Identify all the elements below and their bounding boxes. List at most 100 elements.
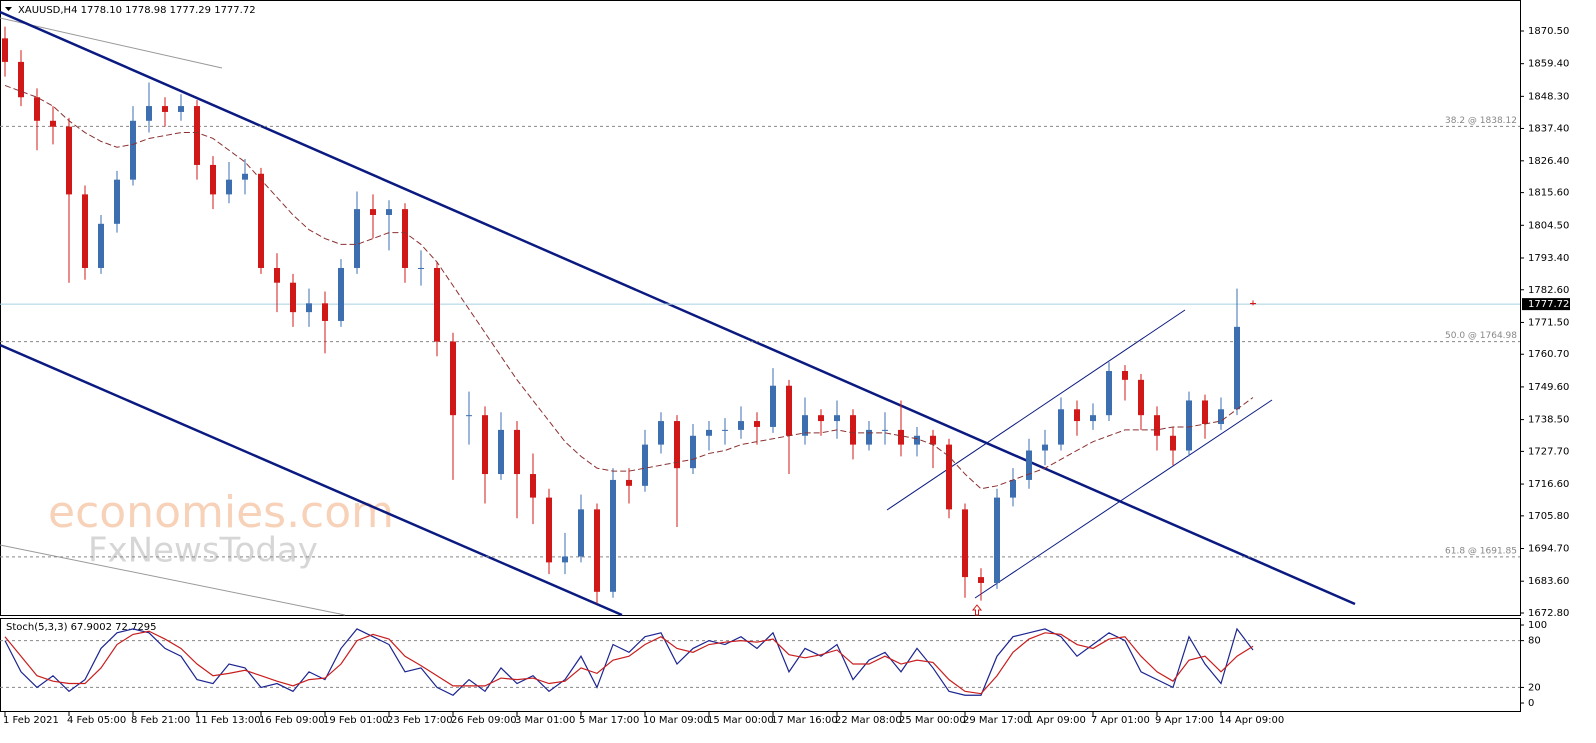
x-tick-label: 23 Feb 17:00 (387, 715, 453, 726)
x-tick-label: 17 Mar 16:00 (771, 715, 838, 726)
candle-body (722, 429, 728, 431)
candle-body (594, 509, 600, 592)
indicator-title: Stoch(5,3,3) 67.9002 72.7295 (6, 622, 157, 633)
y-tick-label: 80 (1528, 636, 1541, 647)
x-tick-label: 15 Mar 00:00 (707, 715, 774, 726)
candle-body (994, 497, 1000, 583)
y-tick-label: 1672.80 (1528, 608, 1569, 619)
fib-label: 61.8 @ 1691.85 (1445, 546, 1517, 556)
stoch-panel (0, 618, 1521, 712)
candle-body (546, 497, 552, 563)
y-tick-label: 1815.60 (1528, 188, 1569, 199)
candle-body (1250, 303, 1256, 305)
candle-body (706, 429, 712, 436)
candle-body (498, 429, 504, 475)
candle-body (418, 267, 424, 269)
candle-body (482, 415, 488, 475)
x-tick-label: 7 Apr 01:00 (1091, 715, 1150, 726)
candle-body (818, 415, 824, 422)
x-tick-label: 4 Feb 05:00 (67, 715, 126, 726)
fib-label: 50.0 @ 1764.98 (1445, 331, 1517, 341)
y-tick-label: 1804.50 (1528, 220, 1569, 231)
candle-body (770, 385, 776, 427)
main-panel (0, 0, 1521, 616)
y-tick-label: 1694.70 (1528, 544, 1569, 555)
channel-line (974, 399, 1273, 599)
x-tick-label: 22 Mar 08:00 (835, 715, 902, 726)
candle-body (514, 429, 520, 475)
menu-triangle (5, 7, 12, 11)
y-tick-label: 1837.40 (1528, 123, 1569, 134)
candle-body (82, 194, 88, 268)
y-tick-label: 20 (1528, 682, 1541, 693)
x-tick-label: 25 Mar 00:00 (899, 715, 966, 726)
candle-body (962, 509, 968, 578)
candle-body (530, 474, 536, 498)
y-tick-label: 1859.40 (1528, 59, 1569, 70)
candle-body (786, 385, 792, 436)
candle-body (1090, 415, 1096, 422)
trend-line (0, 544, 346, 616)
candle-body (674, 421, 680, 469)
candle-body (178, 106, 184, 112)
candle-body (562, 556, 568, 563)
candle-body (850, 415, 856, 445)
candle-body (946, 444, 952, 510)
candle-body (338, 267, 344, 321)
y-tick-label: 1760.70 (1528, 349, 1569, 360)
x-tick-label: 9 Apr 17:00 (1155, 715, 1214, 726)
y-tick-label: 1870.50 (1528, 26, 1569, 37)
channel-line (886, 309, 1186, 511)
candle-body (434, 267, 440, 342)
candle-body (642, 444, 648, 486)
candle-body (450, 341, 456, 416)
candle-body (66, 126, 72, 195)
x-tick-label: 29 Mar 17:00 (963, 715, 1030, 726)
candle-body (1122, 371, 1128, 380)
candle-body (258, 173, 264, 268)
x-tick-label: 26 Feb 09:00 (451, 715, 517, 726)
price-label: 1777.72 (1528, 299, 1569, 310)
candle-body (690, 435, 696, 469)
arrow-marker (971, 604, 983, 616)
candle-body (1170, 435, 1176, 451)
y-tick-label: 1771.50 (1528, 317, 1569, 328)
candle-body (1186, 400, 1192, 451)
candle-body (146, 106, 152, 121)
candle-body (1218, 409, 1224, 425)
candle-body (322, 303, 328, 321)
candle-body (882, 429, 888, 431)
candle-body (34, 97, 40, 121)
x-tick-label: 10 Mar 09:00 (643, 715, 710, 726)
trend-line (0, 17, 223, 69)
candle-body (930, 435, 936, 445)
candle-body (578, 509, 584, 557)
candle-body (210, 164, 216, 195)
x-tick-label: 5 Mar 17:00 (579, 715, 639, 726)
candle-body (1058, 409, 1064, 445)
candle-body (1154, 415, 1160, 436)
candle-body (898, 429, 904, 445)
y-tick-label: 1716.60 (1528, 479, 1569, 490)
candle-body (834, 415, 840, 422)
trend-line (0, 343, 623, 617)
candle-body (802, 415, 808, 436)
x-tick-label: 11 Feb 13:00 (195, 715, 261, 726)
y-tick-label: 100 (1528, 620, 1547, 631)
candle-body (626, 479, 632, 486)
candle-body (1074, 409, 1080, 422)
watermark: economies.com FxNewsToday (48, 487, 394, 571)
candle-body (242, 173, 248, 180)
candle-body (658, 421, 664, 445)
y-tick-label: 1705.80 (1528, 511, 1569, 522)
candle-body (226, 179, 232, 195)
price-label-box (1522, 298, 1570, 311)
trend-line (0, 10, 1356, 606)
candle-body (610, 479, 616, 592)
y-tick-label: 1738.50 (1528, 415, 1569, 426)
x-tick-label: 3 Mar 01:00 (515, 715, 575, 726)
candle-body (114, 179, 120, 224)
candle-body (1202, 400, 1208, 425)
y-tick-label: 1749.60 (1528, 382, 1569, 393)
y-tick-label: 0 (1528, 698, 1534, 709)
